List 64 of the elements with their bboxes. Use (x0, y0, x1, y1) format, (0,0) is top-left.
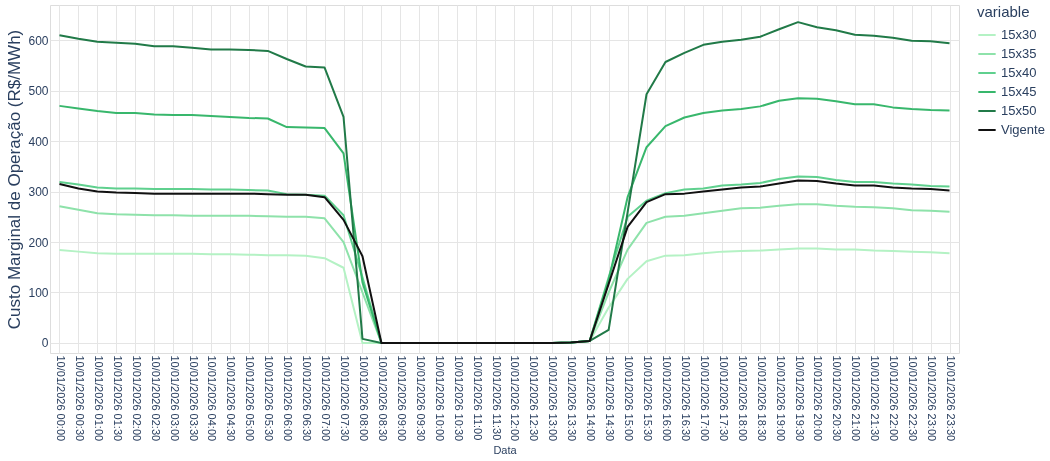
y-tick-label: 100 (28, 285, 49, 300)
x-tick-label: 10/01/2026 16:00 (660, 355, 673, 442)
x-tick-label: 10/01/2026 10:30 (452, 355, 465, 442)
x-tick-label: 10/01/2026 23:30 (945, 355, 958, 442)
x-tick-label: 10/01/2026 05:00 (244, 355, 257, 442)
legend-label: 15x35 (1001, 46, 1037, 61)
legend-label: 15x40 (1001, 65, 1037, 80)
x-tick-label: 10/01/2026 11:00 (471, 355, 484, 441)
x-tick-label: 10/01/2026 21:00 (850, 355, 863, 442)
legend-label: 15x45 (1001, 84, 1037, 99)
x-tick-label: 10/01/2026 05:30 (263, 355, 276, 442)
x-tick-label: 10/01/2026 06:30 (301, 355, 314, 442)
x-tick-label: 10/01/2026 03:30 (187, 355, 200, 442)
y-tick-label: 0 (41, 336, 49, 351)
legend-label: Vigente (1001, 122, 1045, 137)
x-tick-label: 10/01/2026 19:30 (793, 355, 806, 442)
x-axis-title: Data (493, 444, 518, 457)
y-tick-label: 600 (28, 33, 49, 48)
x-tick-label: 10/01/2026 21:30 (869, 355, 882, 442)
legend-label: 15x50 (1001, 103, 1037, 118)
x-tick-label: 10/01/2026 20:30 (831, 355, 844, 442)
y-tick-label: 300 (28, 185, 49, 200)
x-tick-label: 10/01/2026 00:30 (73, 355, 86, 442)
x-tick-label: 10/01/2026 14:00 (585, 355, 598, 442)
legend-title: variable (977, 3, 1030, 20)
x-tick-label: 10/01/2026 08:30 (376, 355, 389, 442)
x-tick-label: 10/01/2026 12:30 (528, 355, 541, 442)
x-tick-label: 10/01/2026 02:30 (149, 355, 162, 442)
x-tick-label: 10/01/2026 09:30 (414, 355, 427, 442)
y-tick-label: 400 (28, 134, 49, 149)
x-tick-label: 10/01/2026 13:00 (547, 355, 560, 442)
x-tick-label: 10/01/2026 14:30 (604, 355, 617, 442)
x-tick-label: 10/01/2026 11:30 (490, 355, 503, 441)
x-tick-label: 10/01/2026 22:30 (907, 355, 920, 442)
x-tick-label: 10/01/2026 17:30 (717, 355, 730, 442)
x-tick-label: 10/01/2026 08:00 (357, 355, 370, 442)
x-tick-label: 10/01/2026 02:00 (130, 355, 143, 442)
x-tick-label: 10/01/2026 19:00 (774, 355, 787, 442)
x-tick-label: 10/01/2026 01:30 (111, 355, 124, 442)
y-tick-label: 500 (28, 84, 49, 99)
x-tick-label: 10/01/2026 23:00 (926, 355, 939, 442)
x-tick-label: 10/01/2026 07:00 (320, 355, 333, 442)
x-tick-label: 10/01/2026 17:00 (698, 355, 711, 442)
x-tick-label: 10/01/2026 12:00 (509, 355, 522, 442)
x-tick-label: 10/01/2026 04:30 (225, 355, 238, 442)
x-tick-label: 10/01/2026 09:00 (395, 355, 408, 442)
x-tick-label: 10/01/2026 10:00 (433, 355, 446, 442)
x-tick-label: 10/01/2026 22:00 (888, 355, 901, 442)
x-tick-label: 10/01/2026 18:30 (755, 355, 768, 442)
x-tick-label: 10/01/2026 15:30 (642, 355, 655, 442)
x-tick-label: 10/01/2026 20:00 (812, 355, 825, 442)
x-tick-label: 10/01/2026 15:00 (623, 355, 636, 442)
x-tick-label: 10/01/2026 16:30 (679, 355, 692, 442)
x-tick-label: 10/01/2026 18:00 (736, 355, 749, 442)
x-tick-label: 10/01/2026 03:00 (168, 355, 181, 442)
y-tick-label: 200 (28, 235, 49, 250)
x-tick-label: 10/01/2026 01:00 (92, 355, 105, 442)
y-axis-title: Custo Marginal de Operação (R$/MWh) (5, 29, 25, 330)
x-tick-label: 10/01/2026 00:00 (54, 355, 67, 442)
x-tick-label: 10/01/2026 13:30 (566, 355, 579, 442)
legend-label: 15x30 (1001, 27, 1037, 42)
x-tick-label: 10/01/2026 06:00 (282, 355, 295, 442)
x-tick-label: 10/01/2026 07:30 (339, 355, 352, 442)
x-tick-label: 10/01/2026 04:00 (206, 355, 219, 442)
